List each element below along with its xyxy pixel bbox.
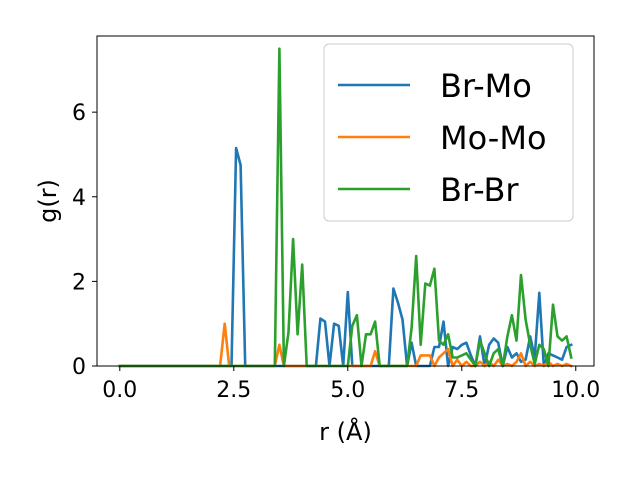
y-tick-label: 0 (72, 355, 86, 380)
y-axis-ticks: 0 2 4 6 (72, 101, 97, 380)
legend-box (323, 43, 574, 222)
legend: Br-Mo Mo-Mo Br-Br (323, 43, 574, 222)
series-line-mo-mo (118, 322, 573, 368)
x-tick-label: 7.5 (444, 378, 479, 403)
x-tick-label: 2.5 (216, 378, 251, 403)
legend-label-br-br: Br-Br (440, 171, 519, 209)
x-axis-label: r (Å) (319, 417, 372, 446)
y-tick-label: 2 (72, 270, 86, 295)
axes-frame (96, 35, 595, 367)
y-tick-label: 6 (72, 101, 86, 126)
y-tick-label: 4 (72, 186, 86, 211)
x-axis-ticks: 0.0 2.5 5.0 7.5 10.0 (102, 366, 600, 403)
legend-label-br-mo: Br-Mo (440, 67, 532, 105)
x-tick-label: 5.0 (330, 378, 365, 403)
y-axis-label: g(r) (34, 179, 62, 223)
x-tick-label: 0.0 (102, 378, 137, 403)
x-tick-label: 10.0 (551, 378, 600, 403)
series-line-br-mo (118, 146, 573, 368)
legend-label-mo-mo: Mo-Mo (440, 119, 547, 157)
